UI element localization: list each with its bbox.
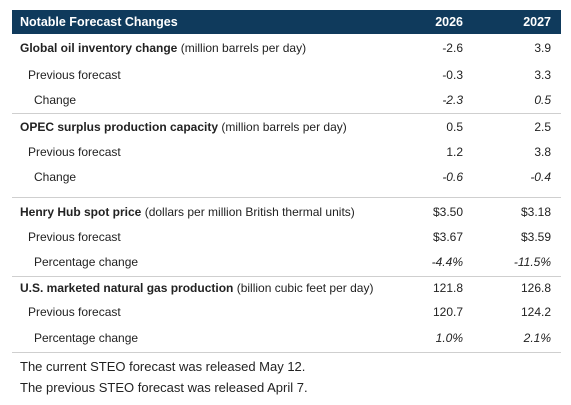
row-label: Change: [34, 93, 77, 107]
section-unit: (dollars per million British thermal uni…: [144, 205, 355, 219]
value: $3.50: [432, 205, 463, 219]
divider: [12, 113, 561, 114]
value: $3.67: [432, 230, 463, 244]
value: 124.2: [520, 305, 551, 319]
column-header: 2027: [523, 15, 551, 29]
row-label: Previous forecast: [28, 68, 121, 82]
value: -0.6: [442, 170, 463, 184]
section-title: U.S. marketed natural gas production: [20, 281, 234, 295]
value: -4.4%: [431, 255, 463, 269]
divider: [12, 352, 561, 353]
section-unit: (million barrels per day): [180, 41, 307, 55]
value: -0.3: [442, 68, 463, 82]
section-label: U.S. marketed natural gas production (bi…: [20, 280, 373, 296]
section-title: Henry Hub spot price: [20, 205, 142, 219]
value: 1.0%: [435, 331, 463, 345]
section-label: Henry Hub spot price (dollars per millio…: [20, 204, 355, 220]
divider: [12, 276, 561, 277]
value: 3.8: [534, 145, 551, 159]
value: 3.9: [534, 41, 551, 55]
section-label: Global oil inventory change (million bar…: [20, 40, 306, 56]
value: -2.6: [442, 41, 463, 55]
section-unit: (billion cubic feet per day): [236, 281, 374, 295]
column-header: 2026: [435, 15, 463, 29]
value: $3.59: [520, 230, 551, 244]
table-title: Notable Forecast Changes: [20, 15, 178, 29]
row-label: Percentage change: [34, 331, 139, 345]
row-label: Previous forecast: [28, 230, 121, 244]
footnote: The current STEO forecast was released M…: [20, 359, 306, 374]
section-title: Global oil inventory change: [20, 41, 178, 55]
value: 0.5: [446, 120, 463, 134]
section-unit: (million barrels per day): [221, 120, 347, 134]
value: 0.5: [534, 93, 551, 107]
row-label: Change: [34, 170, 77, 184]
section-title: OPEC surplus production capacity: [20, 120, 219, 134]
value: 1.2: [446, 145, 463, 159]
divider: [12, 197, 561, 198]
value: -0.4: [530, 170, 551, 184]
value: 3.3: [534, 68, 551, 82]
row-label: Previous forecast: [28, 305, 121, 319]
value: 120.7: [432, 305, 463, 319]
value: -2.3: [442, 93, 463, 107]
section-label: OPEC surplus production capacity (millio…: [20, 119, 347, 135]
value: 2.5: [534, 120, 551, 134]
value: 2.1%: [523, 331, 551, 345]
value: 121.8: [432, 281, 463, 295]
footnote: The previous STEO forecast was released …: [20, 380, 308, 395]
table-header: [12, 10, 561, 34]
value: 126.8: [520, 281, 551, 295]
value: $3.18: [520, 205, 551, 219]
row-label: Previous forecast: [28, 145, 121, 159]
row-label: Percentage change: [34, 255, 139, 269]
value: -11.5%: [513, 255, 551, 269]
